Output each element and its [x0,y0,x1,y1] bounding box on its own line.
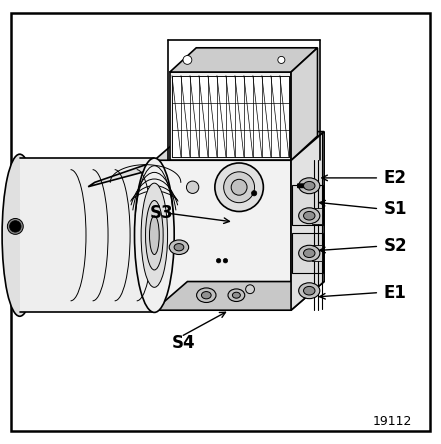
Ellipse shape [232,292,240,298]
Polygon shape [292,234,323,273]
Ellipse shape [135,158,174,313]
Bar [172,75,289,157]
Polygon shape [20,158,154,313]
Ellipse shape [299,245,320,261]
Circle shape [231,179,247,195]
Bar [311,245,322,261]
Polygon shape [170,48,318,72]
Text: E1: E1 [384,284,407,301]
Circle shape [215,163,263,211]
Polygon shape [154,160,291,310]
FancyArrow shape [298,182,313,189]
Ellipse shape [303,286,315,295]
Circle shape [223,258,228,263]
Ellipse shape [141,183,168,287]
Bar [311,208,322,224]
Polygon shape [291,131,324,310]
Circle shape [224,172,254,202]
Circle shape [246,285,254,293]
Ellipse shape [202,292,211,299]
Ellipse shape [149,216,159,254]
Circle shape [7,218,23,234]
Circle shape [187,181,199,194]
Polygon shape [154,131,324,160]
Text: S2: S2 [384,237,407,255]
Ellipse shape [303,182,315,190]
Ellipse shape [299,283,320,299]
Polygon shape [88,160,159,187]
Ellipse shape [169,240,189,254]
Circle shape [278,56,285,63]
Text: S4: S4 [172,334,196,352]
Ellipse shape [303,211,315,220]
Circle shape [10,221,21,232]
Ellipse shape [303,249,315,258]
Circle shape [183,56,192,64]
Ellipse shape [228,289,245,301]
Ellipse shape [299,208,320,224]
Circle shape [217,258,221,263]
Polygon shape [170,72,291,160]
Polygon shape [292,186,323,225]
Ellipse shape [174,244,184,251]
Ellipse shape [299,178,320,194]
Ellipse shape [146,201,163,270]
Text: E2: E2 [384,169,407,187]
Ellipse shape [2,154,37,316]
Ellipse shape [197,288,216,302]
Text: S3: S3 [150,204,174,222]
Polygon shape [154,281,324,310]
Text: 19112: 19112 [373,415,412,428]
Polygon shape [291,48,318,160]
Circle shape [251,190,257,196]
Text: S1: S1 [384,200,407,218]
